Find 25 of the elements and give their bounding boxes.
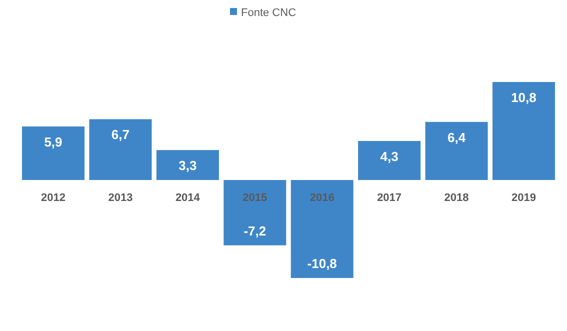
x-tick-label: 2019 [512, 192, 536, 204]
bar [89, 119, 152, 180]
data-label: -7,2 [244, 223, 266, 238]
x-tick-label: 2018 [444, 192, 469, 204]
bar [22, 126, 85, 180]
data-label: 6,7 [111, 127, 130, 142]
bar [358, 140, 421, 180]
legend-label: Fonte CNC [241, 7, 296, 19]
x-tick-label: 2014 [175, 192, 201, 204]
data-label: 5,9 [44, 134, 62, 150]
data-label: 6,4 [447, 130, 466, 145]
x-tick-label: 2015 [242, 192, 268, 204]
x-tick-label: 2017 [377, 192, 402, 204]
data-label: 3,3 [178, 158, 197, 174]
bar [156, 150, 219, 180]
bar [492, 82, 555, 180]
bar [224, 180, 286, 246]
bar [425, 122, 488, 180]
data-label: 4,3 [380, 148, 398, 164]
data-label: -10,8 [307, 256, 337, 271]
data-label: 10,8 [511, 90, 536, 105]
x-tick-label: 2012 [41, 192, 66, 204]
bar [290, 180, 354, 278]
x-tick-label: 2016 [310, 192, 334, 204]
x-tick-label: 2013 [108, 192, 133, 204]
